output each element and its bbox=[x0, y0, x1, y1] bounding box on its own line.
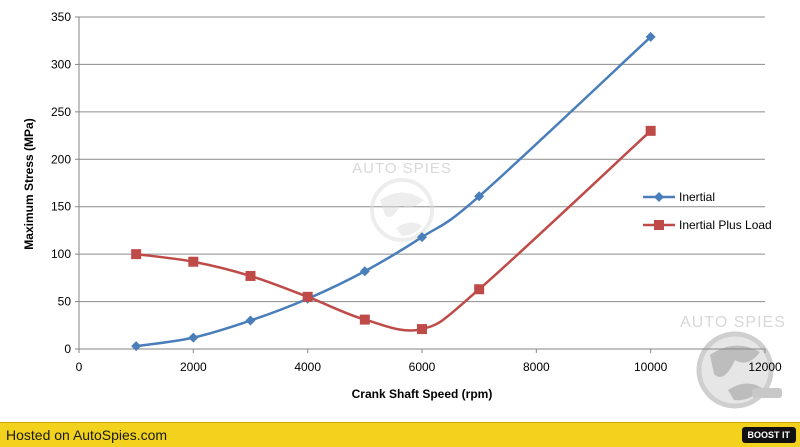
x-tick-label: 0 bbox=[76, 360, 83, 374]
y-tick-label: 250 bbox=[51, 105, 71, 119]
y-axis-title: Maximum Stress (MPa) bbox=[22, 118, 36, 249]
data-point bbox=[417, 324, 427, 335]
x-tick-label: 10000 bbox=[634, 360, 668, 374]
legend-label: Inertial bbox=[679, 190, 715, 204]
y-tick-label: 150 bbox=[51, 200, 71, 214]
legend-label: Inertial Plus Load bbox=[679, 218, 772, 232]
y-tick-label: 200 bbox=[51, 152, 71, 166]
series-1 bbox=[131, 125, 656, 335]
footer-bar: Hosted on AutoSpies.com BOOST IT bbox=[0, 422, 800, 447]
data-point bbox=[188, 332, 199, 343]
data-point bbox=[302, 291, 313, 302]
x-axis-title: Crank Shaft Speed (rpm) bbox=[352, 387, 493, 401]
series-line bbox=[135, 36, 652, 348]
watermark-corner: AUTO SPIES bbox=[680, 314, 786, 409]
data-point bbox=[188, 256, 199, 267]
data-point bbox=[131, 341, 142, 352]
data-point bbox=[645, 31, 656, 42]
line-chart: AUTO SPIES AUTO SPIES 0 50 100 150 200 250 300… bbox=[22, 10, 786, 409]
data-point bbox=[359, 266, 370, 277]
footer-hosted-text: Hosted on AutoSpies.com bbox=[6, 427, 168, 443]
watermark-center: AUTO SPIES bbox=[352, 160, 452, 242]
chart-area: AUTO SPIES AUTO SPIES 0 50 100 150 200 250 300… bbox=[22, 10, 786, 409]
grid-layer bbox=[79, 16, 765, 303]
watermark-globe-icon bbox=[370, 178, 434, 242]
data-point bbox=[245, 270, 256, 281]
legend-marker bbox=[654, 220, 664, 230]
data-point bbox=[474, 191, 485, 202]
legend-marker bbox=[654, 192, 664, 202]
legend: Inertial Inertial Plus Load bbox=[643, 190, 772, 232]
data-point bbox=[245, 315, 256, 326]
watermark-corner-globe-icon bbox=[696, 331, 782, 409]
x-tick-label: 6000 bbox=[409, 360, 436, 374]
x-tick-label: 12000 bbox=[748, 360, 782, 374]
y-tick-label: 100 bbox=[51, 247, 71, 261]
watermark-corner-text: AUTO SPIES bbox=[680, 314, 786, 331]
data-point bbox=[131, 249, 142, 260]
boost-it-button[interactable]: BOOST IT bbox=[741, 427, 796, 443]
y-tick-label: 350 bbox=[51, 10, 71, 24]
data-point bbox=[417, 232, 427, 243]
x-tick-label: 8000 bbox=[523, 360, 550, 374]
data-point bbox=[474, 284, 485, 295]
series-layer bbox=[131, 31, 656, 352]
y-tick-label: 50 bbox=[58, 295, 72, 309]
data-point bbox=[645, 125, 656, 136]
axis-layer: 0 50 100 150 200 250 300 350 0 2000 4000 6000 8000 10… bbox=[51, 10, 782, 374]
x-tick-label: 4000 bbox=[294, 360, 321, 374]
watermark-text: AUTO SPIES bbox=[352, 160, 452, 177]
y-tick-label: 0 bbox=[64, 342, 71, 356]
x-tick-label: 2000 bbox=[180, 360, 207, 374]
y-tick-label: 300 bbox=[51, 57, 71, 71]
series-0 bbox=[131, 31, 656, 352]
data-point bbox=[359, 314, 370, 325]
